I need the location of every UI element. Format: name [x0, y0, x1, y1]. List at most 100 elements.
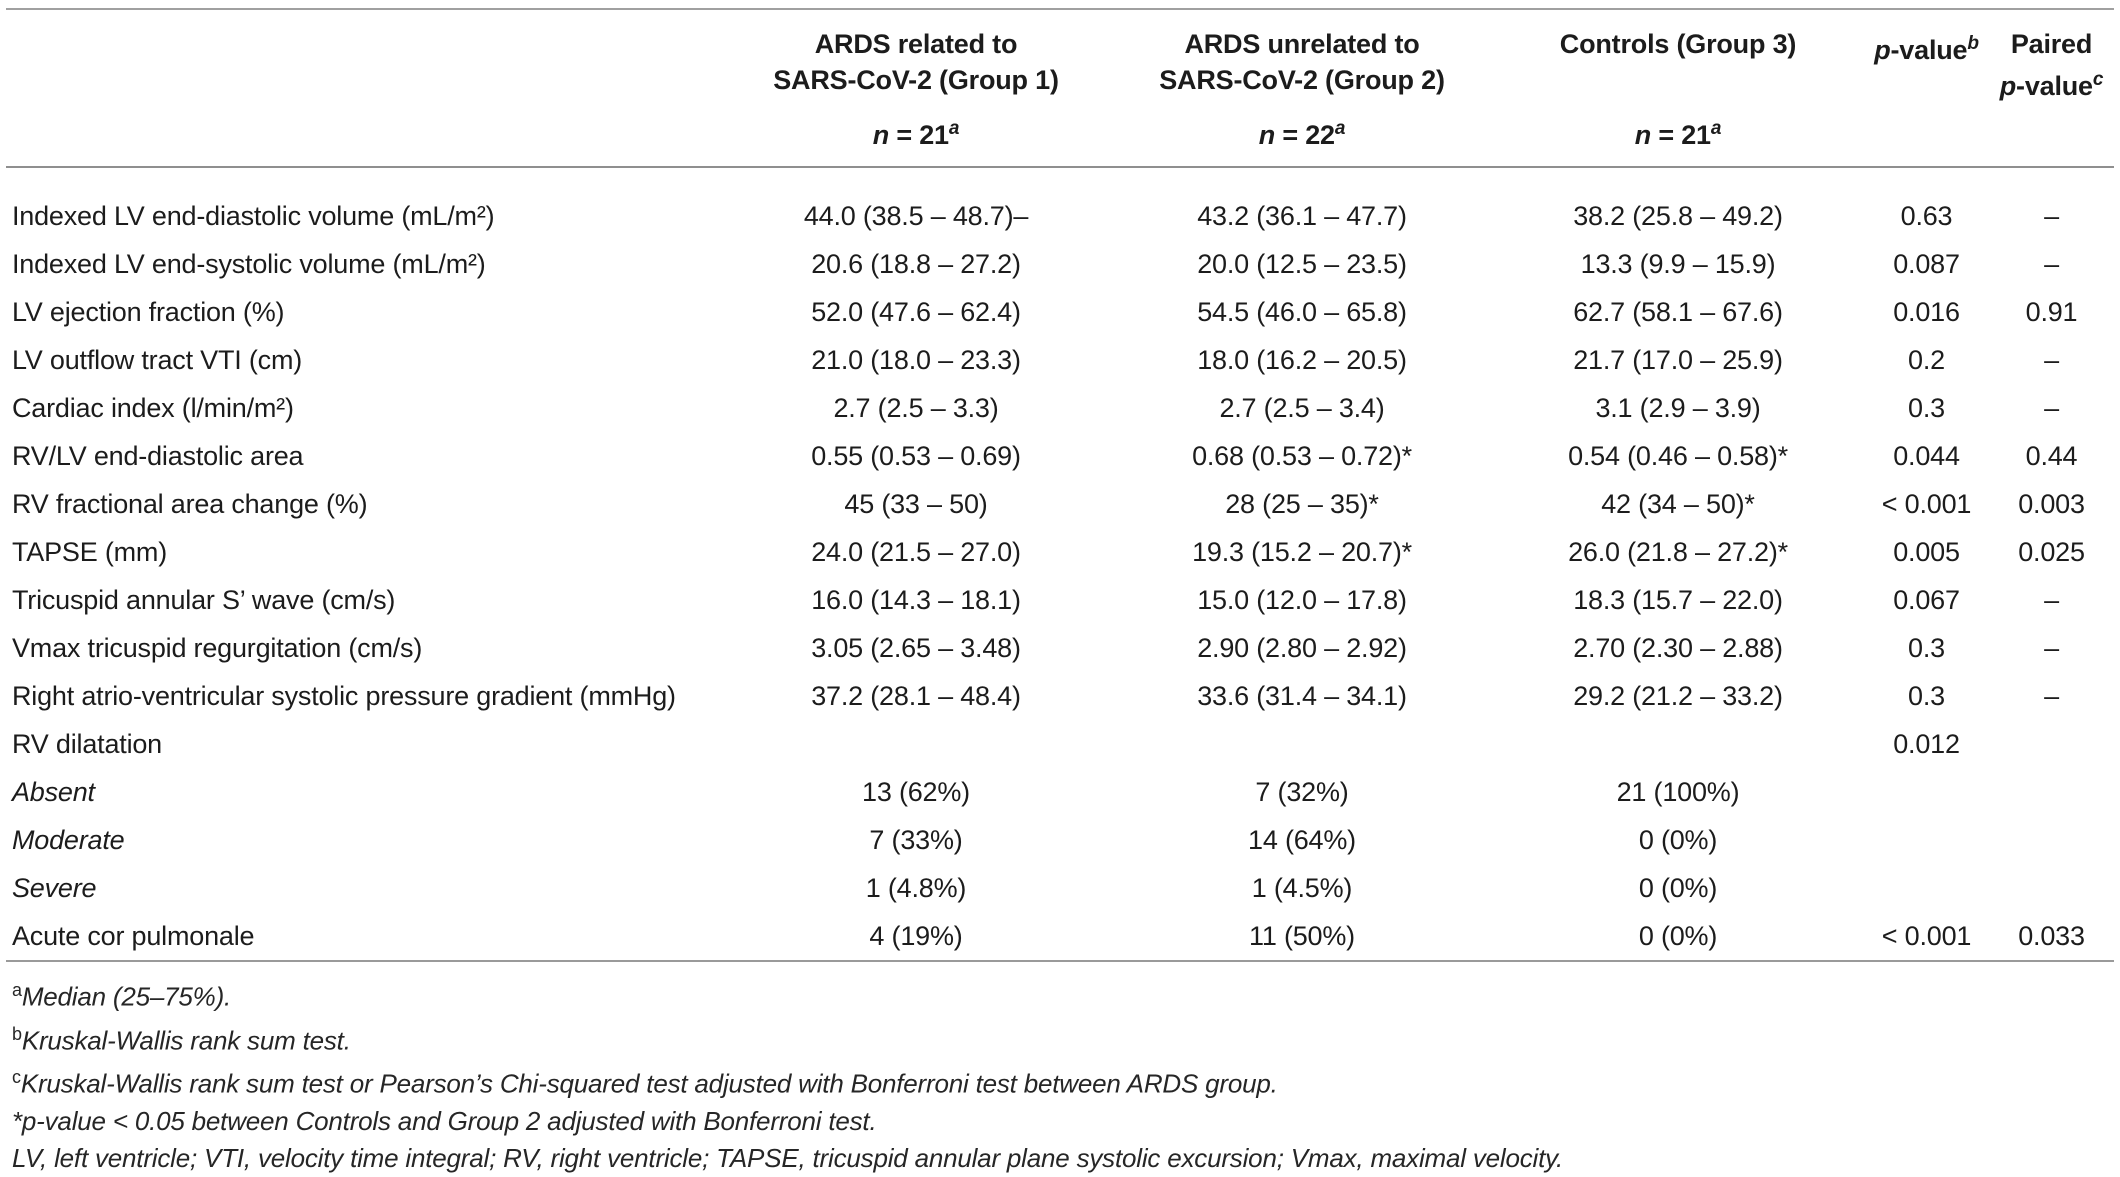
cell-group1: 52.0 (47.6 – 62.4) — [811, 296, 1021, 327]
cell-p-value: 0.067 — [1893, 584, 1960, 615]
cell-group2: 18.0 (16.2 – 20.5) — [1197, 344, 1407, 375]
footnote-marker: c — [12, 1067, 21, 1088]
column-header-controls: Controls (Group 3) n = 21a — [1492, 9, 1864, 168]
controls-sample-size: n = 21a — [1634, 118, 1722, 150]
cell-paired-p-value: – — [2044, 200, 2059, 231]
column-header-group1: ARDS related to SARS-CoV-2 (Group 1) n =… — [720, 9, 1112, 168]
cell-parameter: RV/LV end-diastolic area — [12, 440, 304, 471]
footnote: bKruskal-Wallis rank sum test. — [12, 1023, 351, 1056]
table-row: Acute cor pulmonale 4 (19%) 11 (50%) 0 (0%)… — [6, 912, 2114, 961]
table-row: RV/LV end-diastolic area 0.55 (0.53 – 0.6… — [6, 432, 2114, 480]
table-row: Cardiac index (l/min/m²) 2.7 (2.5 – 3.3) 2… — [6, 384, 2114, 432]
cell-paired-p-value — [1989, 768, 2114, 816]
cell-parameter: LV outflow tract VTI (cm) — [12, 344, 303, 375]
cell-paired-p-value: 0.003 — [2018, 488, 2085, 519]
cell-group2: 28 (25 – 35)* — [1225, 488, 1379, 519]
cell-group1: 1 (4.8%) — [865, 872, 967, 903]
cell-controls: 26.0 (21.8 – 27.2)* — [1568, 536, 1788, 567]
cell-paired-p-value: – — [2044, 392, 2059, 423]
cell-paired-p-value: 0.91 — [2025, 296, 2078, 327]
cell-parameter: Cardiac index (l/min/m²) — [12, 392, 294, 423]
cell-parameter: RV dilatation — [12, 728, 163, 759]
cell-p-value: 0.012 — [1893, 728, 1960, 759]
cell-parameter: Absent — [12, 776, 95, 807]
cell-controls: 0 (0%) — [1638, 824, 1718, 855]
cell-group1: 7 (33%) — [869, 824, 963, 855]
table-row: Vmax tricuspid regurgitation (cm/s) 3.05 … — [6, 624, 2114, 672]
cell-controls: 0 (0%) — [1638, 872, 1718, 903]
cell-group1 — [720, 720, 1112, 768]
cell-controls: 0.54 (0.46 – 0.58)* — [1568, 440, 1788, 471]
footnote: LV, left ventricle; VTI, velocity time i… — [12, 1142, 1564, 1173]
cell-paired-p-value: – — [2044, 584, 2059, 615]
cell-controls: 21 (100%) — [1616, 776, 1740, 807]
table-row: LV ejection fraction (%) 52.0 (47.6 – 62.… — [6, 288, 2114, 336]
table-row: Severe 1 (4.8%) 1 (4.5%) 0 (0%) — [6, 864, 2114, 912]
table-row: Indexed LV end-diastolic volume (mL/m²) 4… — [6, 167, 2114, 240]
cell-parameter: Moderate — [12, 824, 125, 855]
cell-group2: 11 (50%) — [1249, 920, 1355, 951]
cell-group1: 44.0 (38.5 – 48.7)– — [803, 200, 1029, 231]
cell-controls: 62.7 (58.1 – 67.6) — [1573, 296, 1783, 327]
table-row: RV dilatation 0.012 — [6, 720, 2114, 768]
cell-p-value: 0.3 — [1908, 632, 1945, 663]
cell-group1: 13 (62%) — [862, 776, 970, 807]
cell-paired-p-value: – — [2044, 344, 2059, 375]
header-row: ARDS related to SARS-CoV-2 (Group 1) n =… — [6, 9, 2114, 168]
cell-group2: 2.7 (2.5 – 3.4) — [1219, 392, 1385, 423]
p-value-title: p-valueb — [1874, 33, 1979, 65]
cell-parameter: LV ejection fraction (%) — [12, 296, 285, 327]
column-header-group2: ARDS unrelated to SARS-CoV-2 (Group 2) n… — [1112, 9, 1492, 168]
cell-group1: 21.0 (18.0 – 23.3) — [811, 344, 1021, 375]
cell-group1: 45 (33 – 50) — [844, 488, 988, 519]
cell-parameter: Right atrio-ventricular systolic pressur… — [12, 680, 676, 711]
cell-group2: 54.5 (46.0 – 65.8) — [1197, 296, 1407, 327]
results-table: ARDS related to SARS-CoV-2 (Group 1) n =… — [6, 8, 2114, 962]
footnote: cKruskal-Wallis rank sum test or Pearson… — [12, 1067, 1278, 1099]
cell-group2: 33.6 (31.4 – 34.1) — [1197, 680, 1407, 711]
cell-controls: 13.3 (9.9 – 15.9) — [1580, 248, 1776, 279]
cell-paired-p-value — [1989, 816, 2114, 864]
cell-controls: 21.7 (17.0 – 25.9) — [1573, 344, 1783, 375]
table-row: RV fractional area change (%) 45 (33 – 50… — [6, 480, 2114, 528]
cell-paired-p-value — [1989, 720, 2114, 768]
cell-p-value: 0.016 — [1893, 296, 1960, 327]
cell-group2: 19.3 (15.2 – 20.7)* — [1192, 536, 1412, 567]
cell-group2: 15.0 (12.0 – 17.8) — [1197, 584, 1407, 615]
cell-controls: 29.2 (21.2 – 33.2) — [1573, 680, 1783, 711]
paired-p-value-title: Paired p-valuec — [1999, 29, 2104, 101]
footnote: *p-value < 0.05 between Controls and Gro… — [12, 1105, 877, 1136]
cell-p-value: 0.005 — [1893, 536, 1960, 567]
group2-title: ARDS unrelated to SARS-CoV-2 (Group 2) — [1159, 29, 1445, 95]
cell-group1: 16.0 (14.3 – 18.1) — [811, 584, 1021, 615]
cell-group1: 3.05 (2.65 – 3.48) — [811, 632, 1021, 663]
column-header-paired-p-value: Paired p-valuec — [1989, 9, 2114, 168]
cell-group1: 2.7 (2.5 – 3.3) — [833, 392, 999, 423]
cell-p-value: 0.2 — [1908, 344, 1945, 375]
footnote: aMedian (25–75%). — [12, 980, 232, 1012]
group1-sample-size: n = 21a — [872, 118, 960, 150]
cell-p-value — [1864, 816, 1989, 864]
controls-title: Controls (Group 3) — [1559, 29, 1797, 59]
cell-paired-p-value: 0.025 — [2018, 536, 2085, 567]
cell-group2: 43.2 (36.1 – 47.7) — [1197, 200, 1407, 231]
table-body: Indexed LV end-diastolic volume (mL/m²) 4… — [6, 167, 2114, 961]
cell-controls: 18.3 (15.7 – 22.0) — [1573, 584, 1783, 615]
table-row: LV outflow tract VTI (cm) 21.0 (18.0 – 23… — [6, 336, 2114, 384]
cell-controls: 42 (34 – 50)* — [1601, 488, 1755, 519]
cell-group2: 0.68 (0.53 – 0.72)* — [1192, 440, 1412, 471]
cell-p-value: 0.087 — [1893, 248, 1960, 279]
cell-p-value: < 0.001 — [1881, 488, 1972, 519]
table-header: ARDS related to SARS-CoV-2 (Group 1) n =… — [6, 9, 2114, 168]
cell-controls: 2.70 (2.30 – 2.88) — [1573, 632, 1783, 663]
cell-p-value — [1864, 864, 1989, 912]
cell-controls: 38.2 (25.8 – 49.2) — [1573, 200, 1783, 231]
cell-group2: 20.0 (12.5 – 23.5) — [1197, 248, 1407, 279]
cell-group1: 0.55 (0.53 – 0.69) — [811, 440, 1021, 471]
column-header-p-value: p-valueb — [1864, 9, 1989, 168]
table-figure: ARDS related to SARS-CoV-2 (Group 1) n =… — [6, 0, 2114, 1177]
cell-paired-p-value: 0.44 — [2025, 440, 2078, 471]
cell-p-value: 0.3 — [1908, 392, 1945, 423]
column-header-parameter — [6, 9, 720, 168]
footnote-marker: a — [12, 980, 22, 1000]
